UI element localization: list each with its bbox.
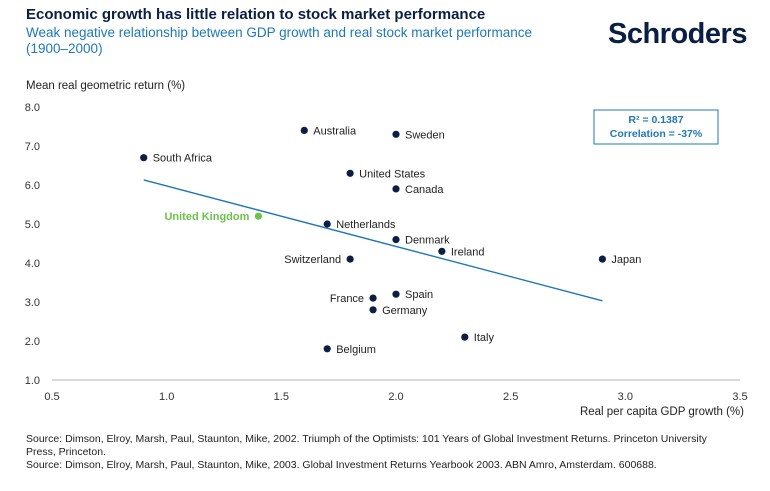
data-point-germany [369,306,377,314]
stats-box-border [593,109,719,145]
x-axis-label: Real per capita GDP growth (%) [579,406,744,418]
point-label: Denmark [405,235,450,247]
point-label: France [330,293,364,305]
point-label: Ireland [451,246,485,258]
x-tick-label: 3.0 [618,391,633,403]
data-point-netherlands [323,220,331,228]
y-tick-label: 4.0 [25,258,40,270]
point-label: Switzerland [284,254,341,266]
data-point-denmark [392,236,400,244]
data-point-belgium [323,345,331,353]
data-point-australia [300,126,308,134]
point-label: Australia [313,125,357,137]
data-point-united-kingdom [254,212,262,220]
data-point-italy [461,333,469,341]
x-tick-label: 1.0 [159,391,174,403]
point-label: United States [359,168,426,180]
x-tick-label: 0.5 [44,391,59,403]
correlation-label: Correlation = -37% [610,128,703,140]
data-point-canada [392,185,400,193]
x-tick-label: 2.5 [503,391,518,403]
x-tick-label: 2.0 [388,391,403,403]
point-label: Japan [611,254,641,266]
point-label: Italy [474,332,495,344]
point-label: Germany [382,305,428,317]
x-tick-label: 1.5 [274,391,289,403]
point-label: United Kingdom [164,211,249,223]
y-tick-label: 1.0 [25,375,40,387]
data-point-france [369,294,377,302]
y-tick-label: 3.0 [25,297,40,309]
x-tick-label: 3.5 [732,391,747,403]
y-tick-labels: 1.0 2.0 3.0 4.0 5.0 6.0 7.0 8.0 [25,102,40,387]
r-squared-label: R² = 0.1387 [628,114,683,126]
y-tick-label: 7.0 [25,141,40,153]
point-label: Sweden [405,129,445,141]
chart-subtitle: Weak negative relationship between GDP g… [26,25,533,56]
data-point-united-states [346,169,354,177]
point-label: Spain [405,289,433,301]
point-label: South Africa [153,153,213,165]
chart-title: Economic growth has little relation to s… [26,6,486,23]
data-point-sweden [392,130,400,138]
source-note-2: Source: Dimson, Elroy, Marsh, Paul, Stau… [26,459,657,471]
y-tick-label: 2.0 [25,336,40,348]
data-point-spain [392,290,400,298]
point-label: Netherlands [336,219,396,231]
y-axis-label: Mean real geometric return (%) [26,80,186,92]
point-label: Canada [405,184,444,196]
schroders-logo: Schroders [608,18,747,50]
stats-box: R² = 0.1387 Correlation = -37% [593,109,719,145]
point-label: Belgium [336,344,376,356]
data-points: Australia Sweden South Africa United States… [140,125,641,356]
x-tick-labels: 0.5 1.0 1.5 2.0 2.5 3.0 3.5 [44,391,747,403]
source-note-1: Source: Dimson, Elroy, Marsh, Paul, Stau… [26,433,707,458]
data-point-ireland [438,247,446,255]
data-point-south-africa [140,154,148,162]
trend-line [143,179,603,302]
y-tick-label: 8.0 [25,102,40,114]
y-tick-label: 6.0 [25,180,40,192]
y-tick-label: 5.0 [25,219,40,231]
data-point-switzerland [346,255,354,263]
data-point-japan [598,255,607,263]
